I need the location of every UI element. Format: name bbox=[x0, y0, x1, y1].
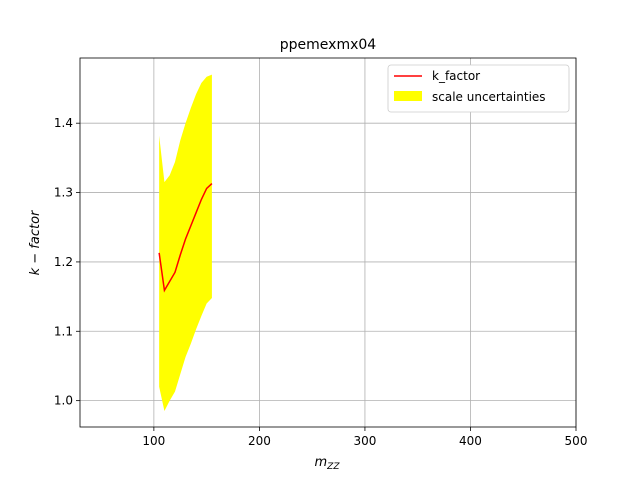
plot-frame bbox=[79, 57, 577, 428]
y-tick-label: 1.1 bbox=[54, 324, 73, 338]
x-axis-label-main: m bbox=[314, 455, 327, 470]
y-tick-label: 1.2 bbox=[54, 255, 73, 269]
x-tick-label: 500 bbox=[565, 434, 588, 448]
x-axis-label: mZZ bbox=[314, 455, 340, 472]
y-tick-label: 1.3 bbox=[54, 186, 73, 200]
legend-k-factor-label: k_factor bbox=[432, 69, 480, 83]
chart-title: ppemexmx04 bbox=[280, 37, 377, 53]
x-axis-label-subscript: ZZ bbox=[326, 462, 340, 472]
legend-scale-uncertainties-swatch bbox=[394, 91, 422, 101]
y-axis-label: k − factor bbox=[28, 209, 43, 275]
y-tick-label: 1.0 bbox=[54, 394, 73, 408]
x-tick-label: 300 bbox=[353, 434, 376, 448]
legend-scale-uncertainties-label: scale uncertainties bbox=[432, 90, 546, 104]
y-axis-ticks: 1.0 1.1 1.2 1.3 1.4 bbox=[54, 116, 80, 408]
k-factor-line bbox=[158, 182, 213, 293]
x-tick-label: 400 bbox=[459, 434, 482, 448]
legend-box bbox=[387, 64, 570, 113]
scale-uncertainty-band bbox=[159, 74, 212, 412]
legend: k_factor scale uncertainties bbox=[387, 64, 570, 113]
x-tick-label: 200 bbox=[248, 434, 271, 448]
x-tick-label: 100 bbox=[142, 434, 165, 448]
y-tick-label: 1.4 bbox=[54, 116, 73, 130]
x-axis-ticks: 100 200 300 400 500 bbox=[142, 427, 587, 448]
